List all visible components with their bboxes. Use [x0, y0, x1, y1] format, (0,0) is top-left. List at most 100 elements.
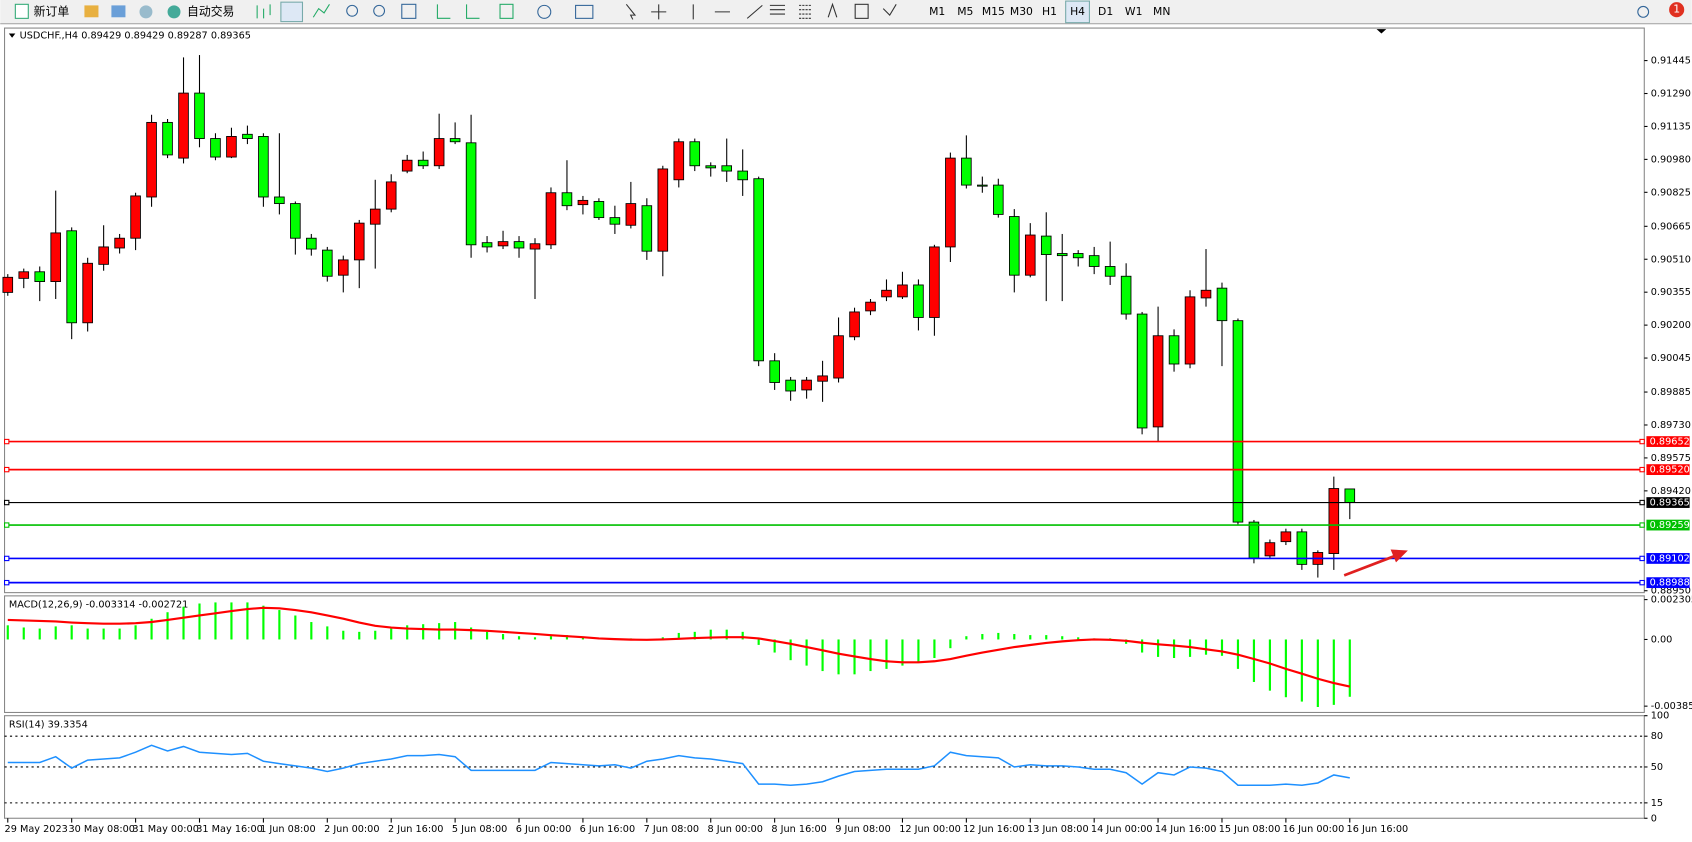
candle-body — [881, 289, 892, 298]
toolbar-bg — [0, 0, 1692, 24]
x-tick-label: 5 Jun 08:00 — [452, 824, 507, 835]
icon[interactable] — [139, 5, 153, 19]
candle-body — [625, 203, 637, 226]
icon-search[interactable] — [1637, 5, 1650, 18]
line-handle — [1639, 522, 1645, 528]
y-tick-label: 0.89730 — [1651, 420, 1691, 431]
candle-body — [1056, 253, 1068, 257]
icon-lines[interactable] — [692, 4, 763, 20]
price-label-bg — [1646, 436, 1690, 447]
line-handle — [1639, 499, 1645, 506]
candle-body — [1024, 234, 1036, 276]
candle-body — [1344, 488, 1356, 503]
timeframe-button[interactable]: H4 — [1070, 5, 1085, 18]
candle-body — [1248, 521, 1260, 559]
y-tick-label: 0.90980 — [1651, 154, 1691, 165]
price-label-bg — [1646, 519, 1690, 531]
icon[interactable] — [84, 5, 99, 18]
candle-body — [242, 133, 253, 139]
candle-body — [945, 157, 956, 248]
chart-title: USDCHF.,H4 0.89429 0.89429 0.89287 0.893… — [20, 31, 251, 42]
y-tick-label: 0.89885 — [1651, 387, 1691, 398]
timeframe-button[interactable]: D1 — [1098, 5, 1113, 18]
icon-tile[interactable] — [401, 3, 417, 19]
plot: 0.91445 0.91290 0.91135 0.90980 0.90825 0.906… — [2, 55, 1692, 835]
candle-body — [929, 246, 940, 318]
candle-body — [865, 301, 876, 312]
candle-body — [673, 141, 685, 181]
rsi-line — [7, 744, 1350, 786]
candle-body — [146, 121, 157, 198]
candle-body — [433, 138, 445, 167]
candle-body — [705, 165, 717, 169]
x-tick-label: 31 May 16:00 — [196, 824, 263, 835]
candle-body — [961, 157, 972, 186]
candle-body — [737, 170, 748, 181]
x-tick-label: 16 Jun 16:00 — [1347, 824, 1409, 835]
x-tick-label: 16 Jun 00:00 — [1283, 824, 1345, 835]
icon-zoom-out[interactable] — [373, 4, 386, 17]
candle-body — [290, 203, 301, 239]
toolbar-icons — [256, 1, 897, 23]
x-tick-label: 9 Jun 08:00 — [835, 824, 890, 835]
arrow-shaft — [1343, 554, 1396, 577]
icon-cursor[interactable] — [625, 3, 637, 20]
icon-new-order[interactable] — [14, 3, 29, 19]
icon-bars[interactable] — [256, 4, 271, 19]
candle-body — [657, 168, 669, 252]
y-tick-label: 15 — [1651, 798, 1663, 809]
timeframe-button[interactable]: M5 — [957, 5, 973, 18]
candle-body — [481, 242, 493, 248]
candle-body — [322, 249, 333, 277]
timeframe-button[interactable]: M15 — [982, 5, 1005, 18]
candle-body — [1072, 253, 1084, 259]
line-handle — [4, 438, 10, 445]
notification-badge[interactable] — [1669, 2, 1685, 18]
candle-body — [849, 311, 860, 338]
icon-text[interactable] — [827, 2, 838, 18]
icon-candles[interactable] — [280, 1, 304, 23]
icon-channel[interactable] — [769, 4, 786, 15]
icon-periods[interactable] — [537, 4, 552, 19]
candle-body — [98, 246, 109, 265]
icon-arrows[interactable] — [882, 4, 897, 16]
candle-body — [801, 379, 812, 391]
signal-line — [7, 606, 1351, 688]
candle-body — [130, 195, 141, 239]
icon[interactable] — [111, 5, 126, 18]
price-label: 0.89365 — [1650, 498, 1690, 509]
icon-fibo[interactable] — [799, 4, 812, 19]
new-order-button[interactable]: 新订单 — [34, 4, 70, 18]
icon-zoom-in[interactable] — [346, 4, 359, 17]
icon-scroll[interactable] — [436, 4, 451, 19]
candle-body — [1296, 531, 1308, 565]
candle-body — [977, 184, 988, 187]
y-tick-label: 0.91290 — [1651, 89, 1691, 100]
y-tick-label: 80 — [1651, 731, 1663, 742]
timeframe-button[interactable]: W1 — [1125, 5, 1143, 18]
timeframe-button[interactable]: M1 — [929, 5, 945, 18]
candle-body — [785, 379, 796, 392]
candle-body — [897, 284, 908, 298]
icon-label[interactable] — [854, 3, 869, 19]
icon-shift[interactable] — [466, 4, 480, 19]
icon-line[interactable] — [312, 4, 330, 18]
timeframe-button[interactable]: M30 — [1010, 5, 1033, 18]
timeframe-button[interactable]: MN — [1153, 5, 1170, 18]
x-tick-label: 8 Jun 00:00 — [708, 824, 763, 835]
candle-body — [1040, 235, 1052, 256]
icon-indicators[interactable] — [499, 3, 514, 19]
x-tick-label: 15 Jun 08:00 — [1219, 824, 1281, 835]
candle-body — [226, 136, 237, 158]
icon-auto-trade[interactable] — [167, 5, 181, 19]
icon-crosshair[interactable] — [651, 4, 667, 20]
x-tick-label: 2 Jun 16:00 — [388, 824, 443, 835]
icon-templates[interactable] — [575, 4, 594, 19]
line-handle — [1639, 555, 1645, 562]
price-label-bg — [1646, 553, 1690, 564]
candle-body — [545, 192, 557, 246]
candle-body — [1328, 488, 1340, 554]
auto-trade-button[interactable]: 自动交易 — [187, 4, 234, 18]
timeframe-button[interactable]: H1 — [1042, 5, 1057, 18]
